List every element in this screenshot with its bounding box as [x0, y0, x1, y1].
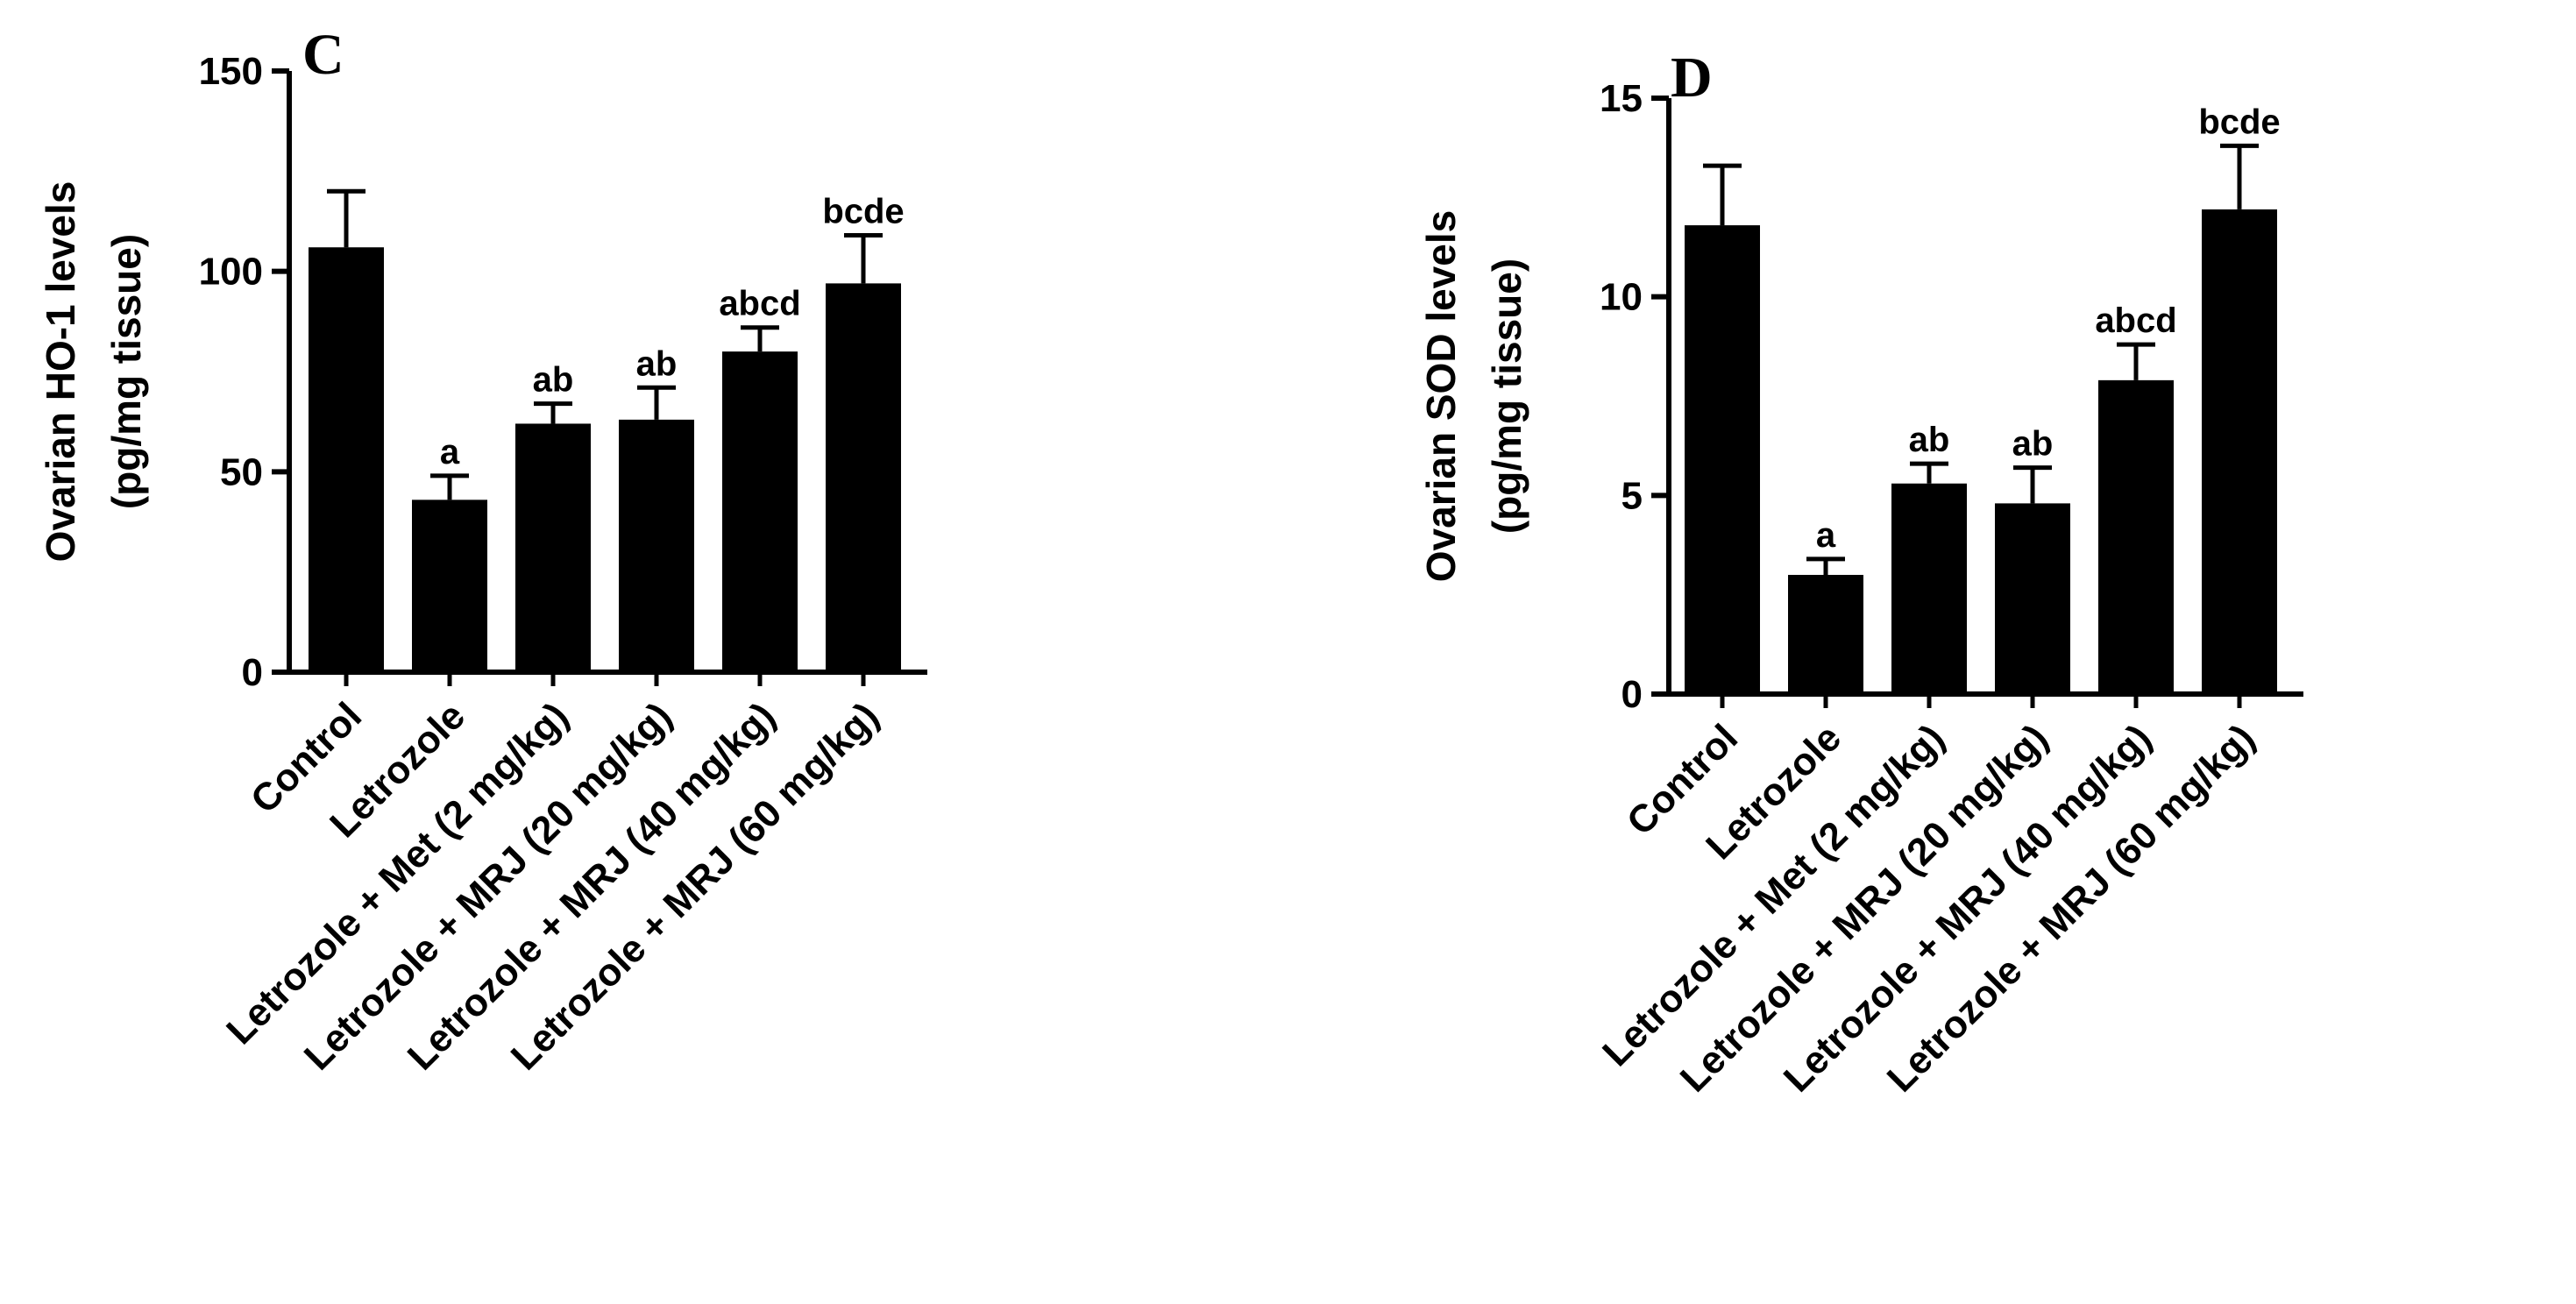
y-tick-label: 100 [199, 251, 263, 294]
y-tick-label: 50 [220, 450, 263, 493]
y-axis-label: (pg/mg tissue) [1484, 259, 1529, 534]
panel-label: C [302, 23, 344, 87]
significance-label: a [1816, 516, 1836, 555]
y-axis-label: Ovarian SOD levels [1418, 210, 1464, 582]
y-tick-label: 5 [1622, 474, 1643, 517]
bar [309, 247, 384, 672]
bar [722, 351, 798, 672]
y-tick-label: 150 [199, 50, 263, 93]
significance-label: bcde [2198, 103, 2280, 141]
y-tick-label: 10 [1600, 276, 1643, 319]
panel-label: D [1671, 46, 1713, 110]
significance-label: a [440, 433, 460, 471]
bar [826, 283, 901, 672]
significance-label: bcde [822, 193, 904, 231]
y-axis-label: Ovarian HO-1 levels [38, 181, 83, 563]
significance-label: ab [2012, 425, 2054, 464]
bar [1788, 575, 1863, 694]
bar [2202, 209, 2277, 694]
significance-label: ab [1909, 421, 1950, 459]
bar [412, 500, 487, 672]
y-axis-label: (pg/mg tissue) [103, 234, 149, 509]
bar [1685, 225, 1760, 695]
y-tick-label: 0 [1622, 673, 1643, 716]
bar [515, 423, 591, 672]
y-tick-label: 15 [1600, 77, 1643, 120]
significance-label: ab [533, 361, 574, 400]
bar [1995, 503, 2070, 694]
bar [2098, 379, 2174, 694]
chart-panel-c: C 0 50 100 150 Ovarian HO-1 levels (pg/mg tiss… [38, 23, 927, 1079]
significance-label: ab [636, 344, 678, 383]
significance-label: abcd [719, 285, 800, 323]
bar [1891, 483, 1967, 694]
y-tick-label: 0 [242, 651, 263, 694]
significance-label: abcd [2095, 301, 2176, 340]
bar [619, 419, 694, 672]
